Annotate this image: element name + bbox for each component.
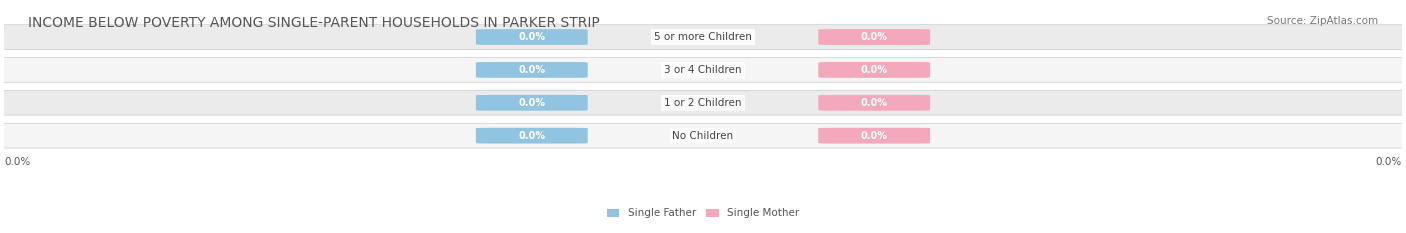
Text: 0.0%: 0.0% [860, 32, 887, 42]
Text: 0.0%: 0.0% [519, 131, 546, 141]
Text: INCOME BELOW POVERTY AMONG SINGLE-PARENT HOUSEHOLDS IN PARKER STRIP: INCOME BELOW POVERTY AMONG SINGLE-PARENT… [28, 16, 600, 30]
Text: 1 or 2 Children: 1 or 2 Children [664, 98, 742, 108]
FancyBboxPatch shape [818, 95, 931, 111]
Text: 0.0%: 0.0% [519, 65, 546, 75]
Text: 0.0%: 0.0% [860, 98, 887, 108]
FancyBboxPatch shape [475, 29, 588, 45]
Text: 0.0%: 0.0% [4, 157, 31, 167]
Text: 3 or 4 Children: 3 or 4 Children [664, 65, 742, 75]
FancyBboxPatch shape [0, 90, 1406, 115]
Text: 0.0%: 0.0% [1375, 157, 1402, 167]
FancyBboxPatch shape [818, 29, 931, 45]
Text: Source: ZipAtlas.com: Source: ZipAtlas.com [1267, 16, 1378, 26]
FancyBboxPatch shape [818, 62, 931, 78]
Text: 0.0%: 0.0% [860, 65, 887, 75]
Text: 0.0%: 0.0% [519, 32, 546, 42]
FancyBboxPatch shape [475, 95, 588, 111]
FancyBboxPatch shape [818, 128, 931, 144]
Text: 0.0%: 0.0% [860, 131, 887, 141]
Text: No Children: No Children [672, 131, 734, 141]
Text: 0.0%: 0.0% [519, 98, 546, 108]
Text: 5 or more Children: 5 or more Children [654, 32, 752, 42]
FancyBboxPatch shape [475, 128, 588, 144]
FancyBboxPatch shape [0, 58, 1406, 82]
FancyBboxPatch shape [475, 62, 588, 78]
FancyBboxPatch shape [0, 123, 1406, 148]
Legend: Single Father, Single Mother: Single Father, Single Mother [607, 208, 799, 218]
FancyBboxPatch shape [0, 25, 1406, 49]
